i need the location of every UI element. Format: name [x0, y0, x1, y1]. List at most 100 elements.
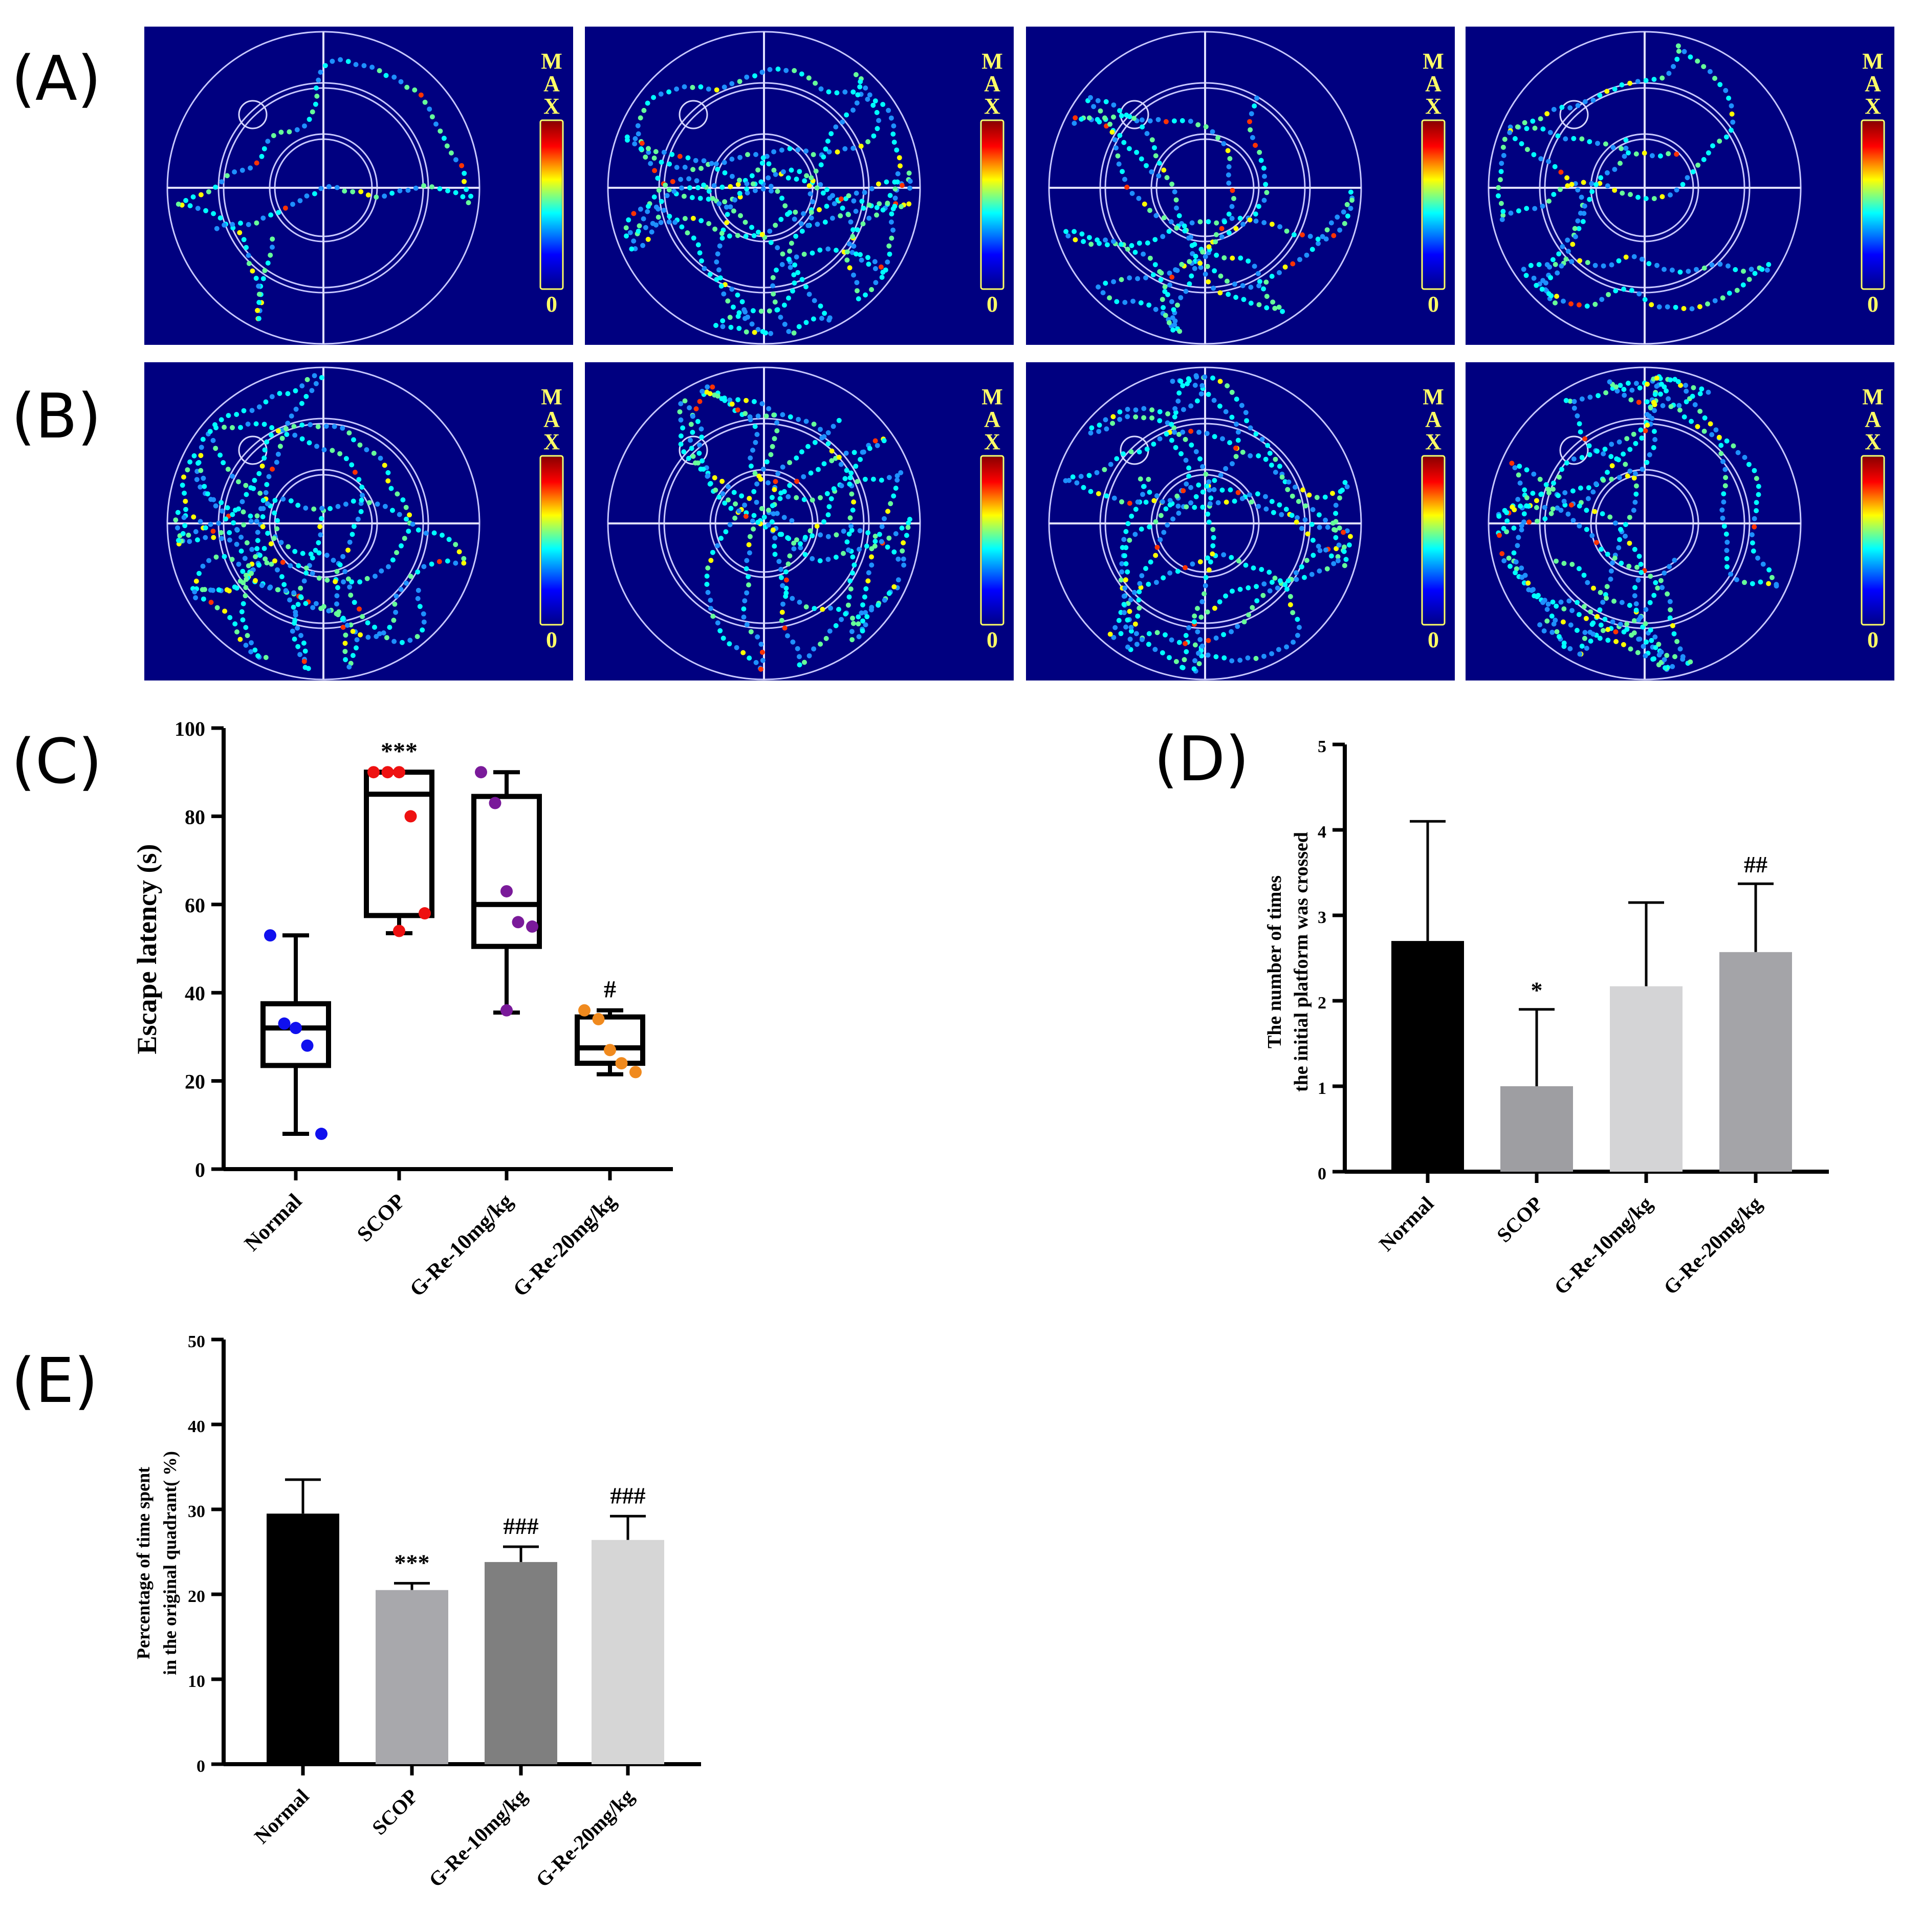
- track-dot: [291, 424, 297, 429]
- track-dot: [695, 185, 701, 190]
- track-dot: [636, 228, 641, 234]
- track-dot: [772, 487, 777, 492]
- track-dot: [1248, 300, 1254, 306]
- track-dot: [1123, 529, 1129, 534]
- track-dot: [802, 552, 808, 557]
- track-dot: [1348, 206, 1353, 211]
- track-dot: [1089, 425, 1095, 431]
- track-dot: [754, 432, 760, 437]
- track-dot: [1188, 485, 1193, 490]
- track-dot: [1213, 635, 1219, 641]
- track-dot: [242, 556, 248, 561]
- track-dot: [1131, 116, 1137, 121]
- track-dot: [1728, 572, 1734, 577]
- track-dot: [1264, 305, 1270, 311]
- track-dot: [1618, 161, 1623, 166]
- track-dot: [1675, 379, 1681, 384]
- track-dot: [760, 467, 766, 472]
- track-dot: [1247, 492, 1252, 498]
- track-dot: [708, 598, 713, 603]
- track-dot: [751, 399, 757, 404]
- track-dot: [876, 181, 881, 187]
- track-dot: [1180, 383, 1186, 388]
- track-dot: [1582, 635, 1587, 641]
- track-dot: [632, 141, 638, 147]
- track-dot: [646, 146, 651, 151]
- track-dot: [198, 453, 204, 458]
- track-dot: [705, 565, 711, 571]
- track-dot: [845, 602, 851, 608]
- track-dot: [1632, 499, 1638, 505]
- track-dot: [1192, 619, 1197, 625]
- track-dot: [453, 542, 458, 547]
- track-dot: [786, 536, 792, 541]
- track-dot: [1154, 544, 1160, 550]
- track-dot: [385, 470, 391, 475]
- track-dot: [348, 592, 354, 598]
- bar: [1391, 941, 1464, 1172]
- track-dot: [1250, 605, 1255, 610]
- box-1: [260, 929, 331, 1140]
- track-dot: [1544, 607, 1550, 612]
- track-dot: [752, 73, 757, 79]
- track-dot: [1153, 306, 1159, 312]
- track-dot: [825, 430, 831, 435]
- track-dot: [326, 608, 332, 613]
- track-dot: [248, 165, 253, 171]
- x-tick-label: G-Re-10mg/kg: [1549, 1192, 1656, 1299]
- track-dot: [1658, 391, 1663, 397]
- track-dot: [198, 192, 204, 197]
- track-dot: [1180, 118, 1185, 123]
- track-dot: [848, 219, 854, 225]
- track-dot: [1590, 97, 1596, 103]
- track-dot: [844, 112, 849, 118]
- track-dot: [1565, 511, 1571, 517]
- track-dot: [239, 167, 245, 173]
- track-dot: [416, 527, 421, 533]
- track-dot: [1691, 385, 1696, 390]
- track-dot: [1581, 604, 1587, 609]
- track-dot: [300, 551, 305, 556]
- track-dot: [892, 204, 898, 209]
- track-dot: [739, 299, 745, 304]
- track-dot: [733, 501, 738, 507]
- track-dot: [271, 536, 277, 541]
- track-dot: [1221, 255, 1227, 260]
- track-dot: [846, 594, 852, 600]
- track-dot: [187, 459, 193, 465]
- track-dot: [1616, 545, 1622, 551]
- track-dot: [859, 257, 864, 263]
- track-dot: [856, 621, 861, 627]
- track-dot: [1621, 387, 1627, 392]
- track-dot: [874, 212, 879, 218]
- track-dot: [301, 640, 307, 646]
- track-dot: [722, 199, 728, 205]
- track-dot: [1117, 133, 1123, 138]
- track-dot: [1516, 535, 1521, 540]
- track-dot: [697, 250, 703, 256]
- track-dot: [781, 302, 787, 308]
- track-dot: [1224, 499, 1229, 505]
- colorbar-frame: [1421, 455, 1446, 626]
- track-dot: [780, 464, 785, 470]
- track-dot: [183, 498, 188, 504]
- track-dot: [1154, 630, 1160, 635]
- track-dot: [1196, 661, 1202, 667]
- track-dot: [1497, 533, 1502, 538]
- track-dot: [1567, 399, 1573, 404]
- track-dot: [1605, 638, 1611, 643]
- track-dot: [1567, 105, 1573, 111]
- track-dot: [840, 205, 845, 211]
- box-3: [471, 766, 542, 1017]
- track-dot: [1167, 570, 1173, 576]
- track-dot: [1269, 651, 1275, 656]
- track-dot: [1206, 219, 1211, 225]
- track-dot: [418, 92, 424, 98]
- track-dot: [1096, 491, 1101, 496]
- track-dot: [772, 543, 777, 549]
- track-dot: [1214, 252, 1219, 258]
- track-dot: [400, 497, 406, 502]
- track-dot: [1137, 240, 1142, 246]
- track-dot: [769, 519, 775, 524]
